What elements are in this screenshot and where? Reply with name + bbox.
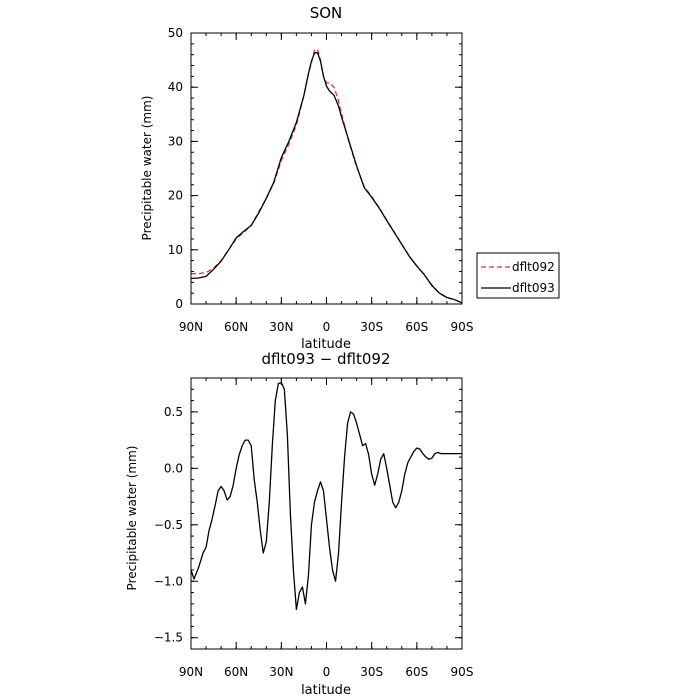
x-tick-label: 30S xyxy=(360,665,383,679)
y-tick-label: 50 xyxy=(168,26,183,40)
legend: dflt092 dflt093 xyxy=(476,252,560,299)
bottom-panel: dflt093 − dflt092 −1.5 −1.0 −0.5 0.0 0.5 90N… xyxy=(125,350,473,698)
x-tick-label: 90N xyxy=(179,665,203,679)
legend-label-dflt092: dflt092 xyxy=(512,260,555,274)
y-tick-label: 20 xyxy=(168,189,183,203)
plot-frame xyxy=(190,32,463,305)
y-axis-ticks: 0 10 20 30 40 50 xyxy=(168,26,462,311)
y-tick-label: −1.0 xyxy=(154,574,183,588)
y-axis-ticks: −1.5 −1.0 −0.5 0.0 0.5 xyxy=(154,377,462,650)
legend-box xyxy=(476,252,560,299)
x-tick-label: 90N xyxy=(179,320,203,334)
y-tick-label: 0.5 xyxy=(164,405,183,419)
legend-label-dflt093: dflt093 xyxy=(512,281,555,295)
x-axis-label: latitude xyxy=(301,683,351,698)
x-tick-label: 60S xyxy=(405,665,428,679)
y-tick-label: 0 xyxy=(175,297,183,311)
x-tick-label: 0 xyxy=(323,320,331,334)
top-panel: SON 0 10 20 30 40 50 90N 60N 30N 0 30S 60S 90S lati… xyxy=(140,4,560,352)
x-tick-label: 30N xyxy=(269,665,293,679)
x-axis-ticks: 90N 60N 30N 0 30S 60S 90S xyxy=(179,33,474,334)
series-line-series-1 xyxy=(190,381,462,611)
series-line-dflt093 xyxy=(190,51,463,304)
x-tick-label: 90S xyxy=(451,665,474,679)
y-axis-label: Precipitable water (mm) xyxy=(140,96,154,241)
x-tick-label: 60N xyxy=(224,665,248,679)
y-axis-label: Precipitable water (mm) xyxy=(125,446,139,591)
y-tick-label: 30 xyxy=(168,134,183,148)
x-axis-ticks: 90N 60N 30N 0 30S 60S 90S xyxy=(179,378,474,679)
y-tick-label: −0.5 xyxy=(154,518,183,532)
x-tick-label: 30S xyxy=(360,320,383,334)
x-tick-label: 60S xyxy=(405,320,428,334)
y-tick-label: 0.0 xyxy=(164,461,183,475)
x-tick-label: 30N xyxy=(269,320,293,334)
y-tick-label: 40 xyxy=(168,80,183,94)
x-tick-label: 0 xyxy=(323,665,331,679)
x-tick-label: 90S xyxy=(451,320,474,334)
y-tick-label: −1.5 xyxy=(154,631,183,645)
chart-title: dflt093 − dflt092 xyxy=(261,350,390,368)
series-lines xyxy=(190,381,462,611)
series-lines xyxy=(190,48,463,304)
x-axis-label: latitude xyxy=(301,337,351,352)
chart-title: SON xyxy=(310,4,343,22)
y-tick-label: 10 xyxy=(168,243,183,257)
x-tick-label: 60N xyxy=(224,320,248,334)
